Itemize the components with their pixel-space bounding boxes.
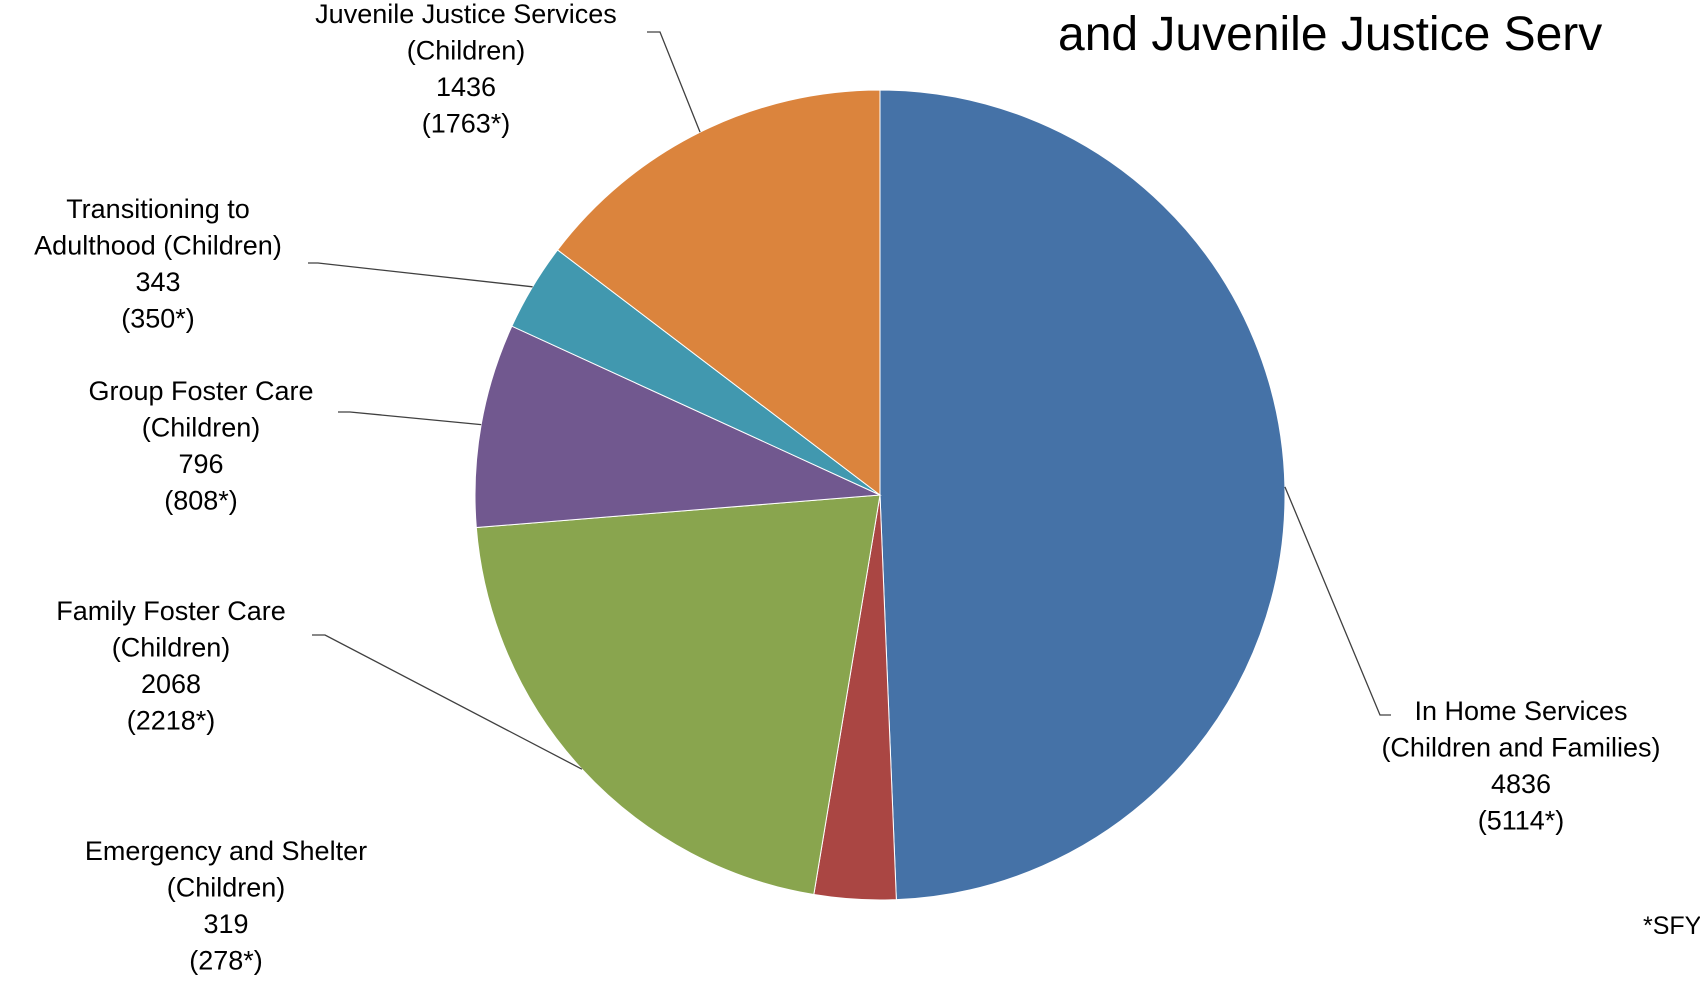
data-label-emergency-and-shelter: Emergency and Shelter (Children) 319 (278*) (85, 836, 367, 976)
footnote: *SFY (1643, 912, 1700, 940)
leader-line-family-foster-care (312, 634, 583, 770)
leader-lines (308, 31, 1391, 770)
data-label-group-foster-care: Group Foster Care (Children) 796 (808*) (88, 376, 313, 516)
slice-labels: In Home Services (Children and Families) 4… (34, 0, 1660, 976)
pie-slice-group-foster-care (474, 325, 882, 529)
pie-slice-in-home-services (879, 89, 1286, 901)
leader-line-juvenile-justice-services (647, 31, 701, 133)
leader-line-in-home-services (1284, 486, 1391, 716)
pie-slices (474, 89, 1286, 901)
data-label-juvenile-justice-services: Juvenile Justice Services (Children) 1436(… (315, 0, 617, 139)
leader-line-group-foster-care (338, 411, 482, 426)
leader-line-transitioning-to-adulthood (308, 262, 533, 288)
pie-slice-juvenile-justice-services (556, 89, 881, 497)
chart-title: and Juvenile Justice Serv (1058, 8, 1602, 61)
pie-slice-family-foster-care (475, 494, 881, 896)
data-label-family-foster-care: Family Foster Care (Children) 2068 (2218*) (56, 596, 286, 736)
data-label-in-home-services: In Home Services (Children and Families) 4… (1381, 696, 1660, 836)
data-label-transitioning-to-adulthood: Transitioning to Adulthood (Children) 343(… (34, 194, 282, 334)
